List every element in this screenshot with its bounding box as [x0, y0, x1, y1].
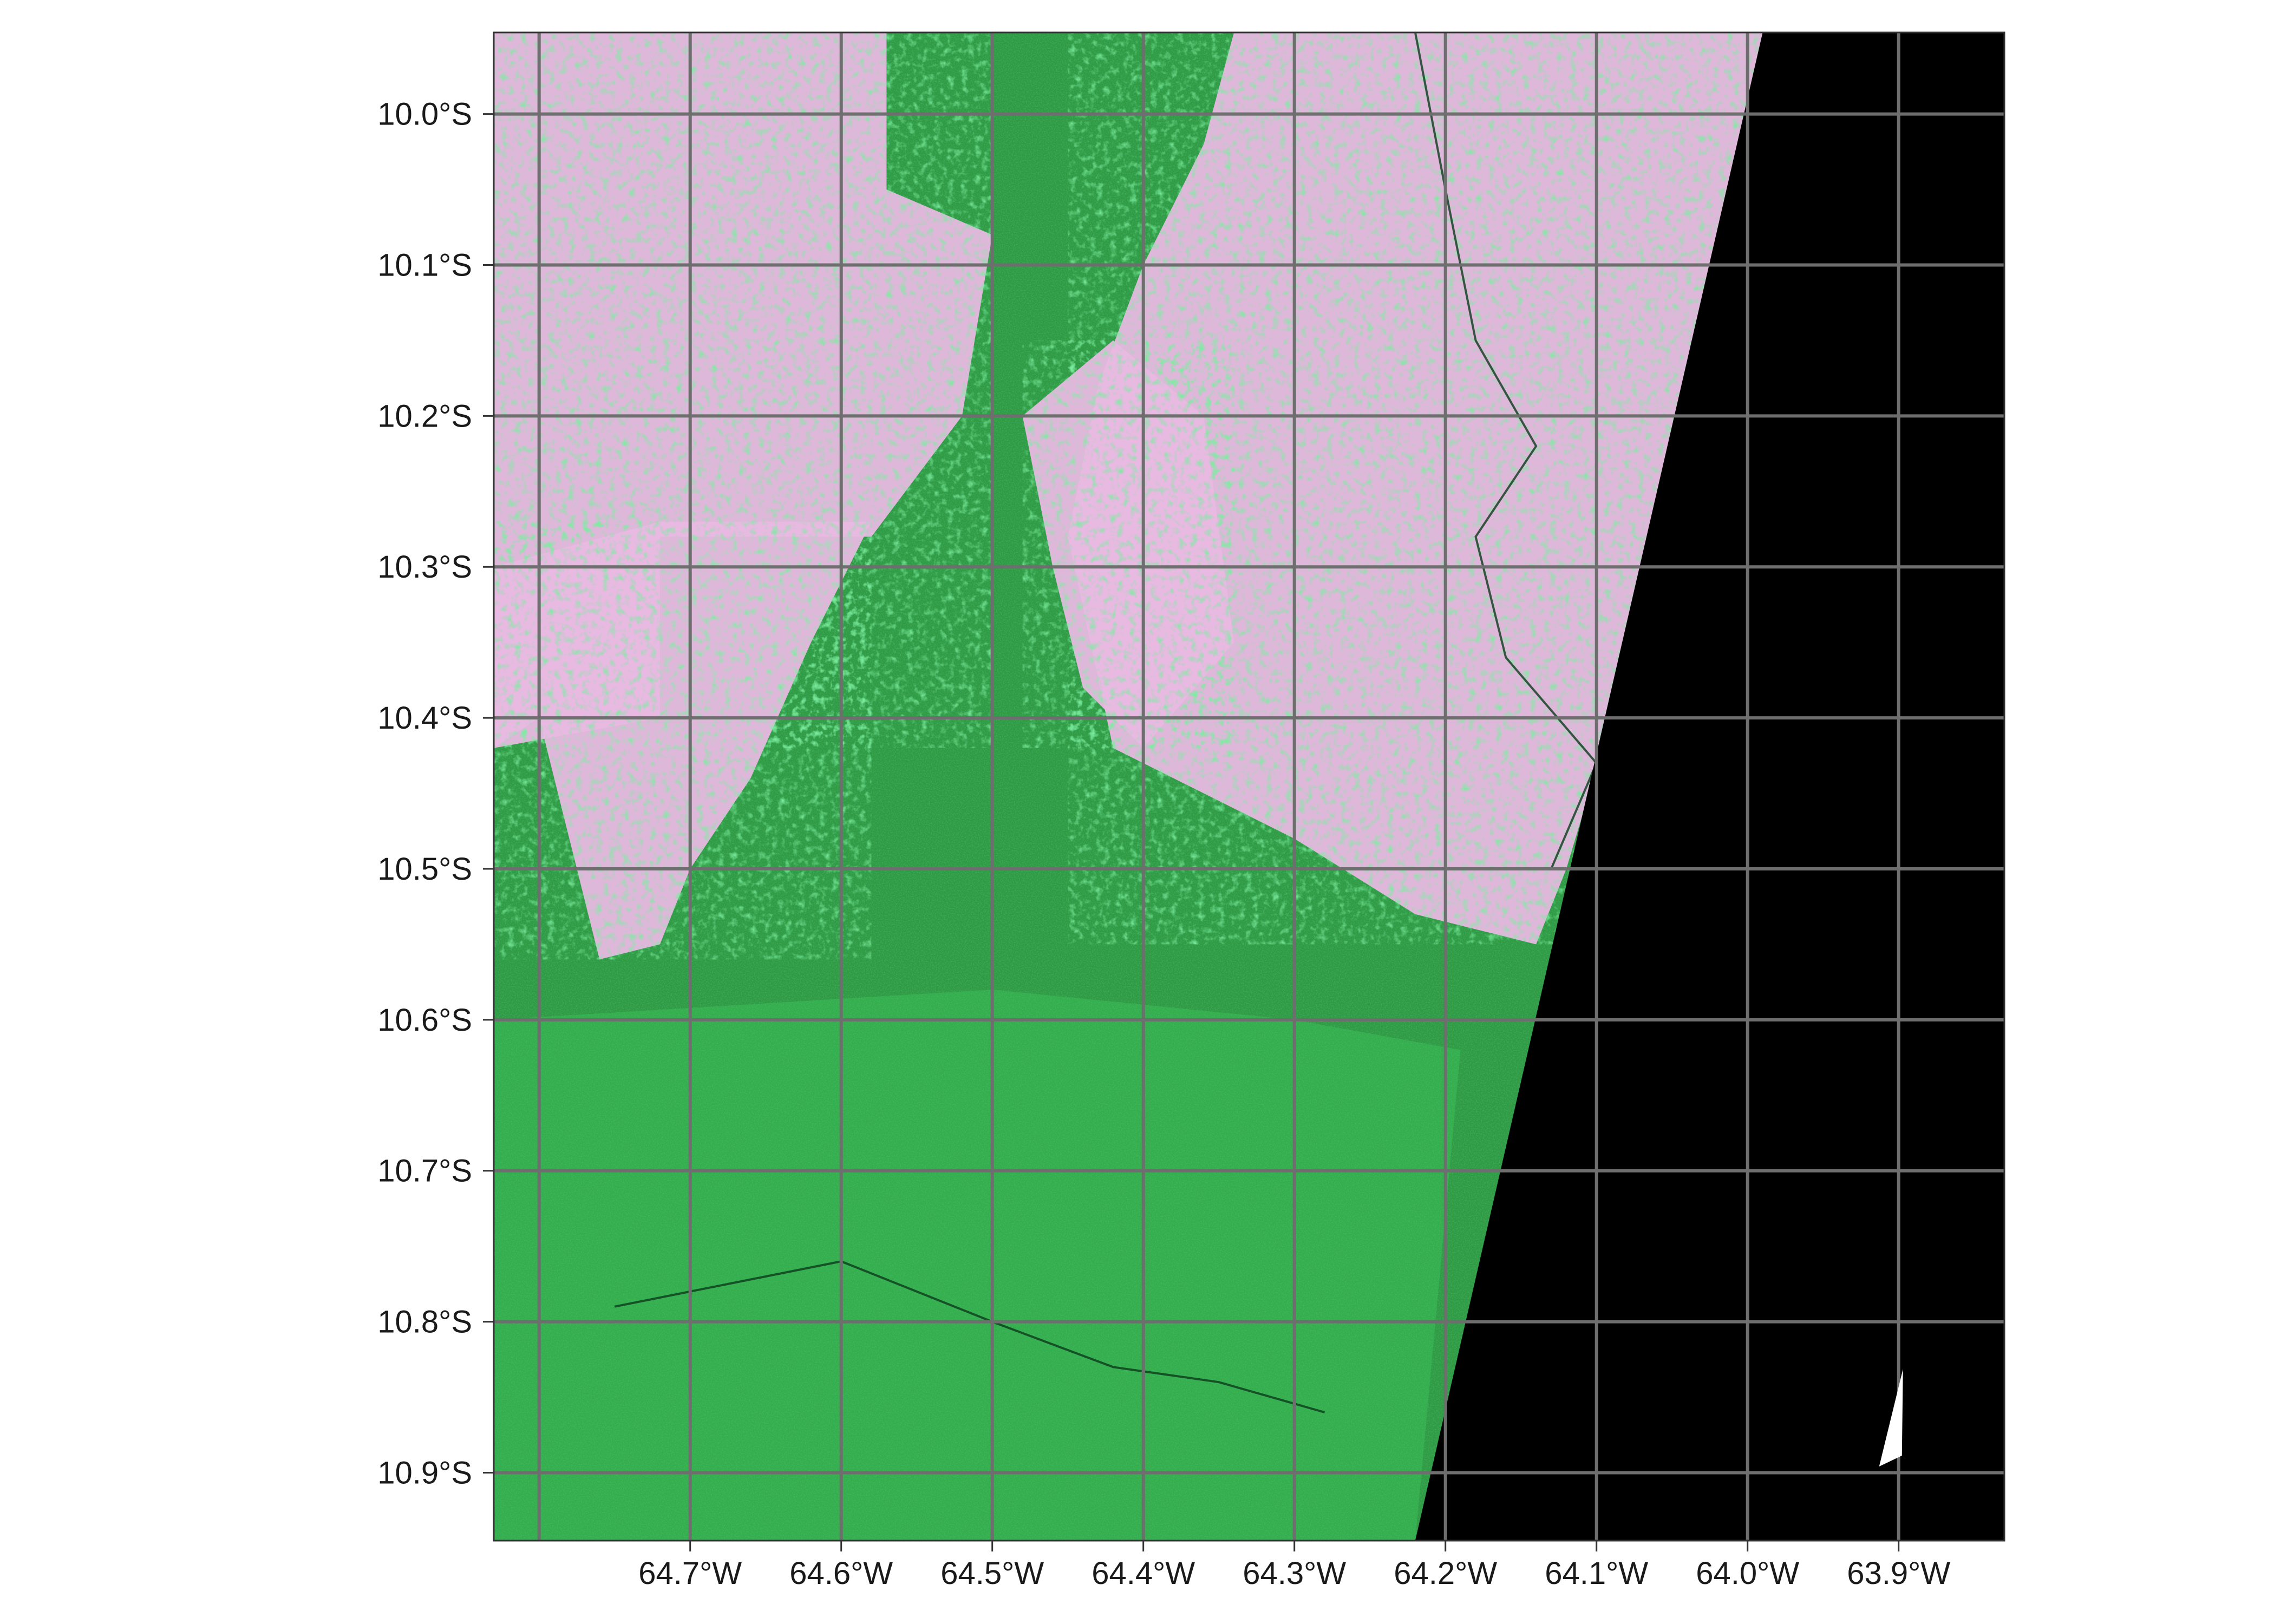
longitude-tick-label: 64.0°W [1696, 1556, 1799, 1591]
west-clearing-texture [494, 521, 872, 960]
latitude-tick-label: 10.2°S [377, 398, 472, 434]
latitude-labels: 10.0°S 10.1°S 10.2°S 10.3°S 10.4°S 10.5°S 10.6… [377, 97, 494, 1491]
latitude-tick-label: 10.4°S [377, 700, 472, 736]
longitude-labels: 64.7°W 64.6°W 64.5°W 64.4°W 64.3°W 64.2°W 64.1… [638, 1541, 1950, 1591]
no-data-area [1415, 32, 2004, 1541]
latitude-tick-label: 10.6°S [377, 1003, 472, 1038]
latitude-tick-label: 10.5°S [377, 852, 472, 887]
cleared-areas-layer [494, 32, 1763, 960]
east-river [1414, 32, 1598, 869]
latitude-tick-label: 10.7°S [377, 1154, 472, 1189]
latitude-tick-label: 10.8°S [377, 1305, 472, 1340]
longitude-tick-label: 63.9°W [1847, 1556, 1950, 1591]
south-forest-texture [494, 990, 1461, 1541]
longitude-tick-label: 64.2°W [1394, 1556, 1497, 1591]
graticule [494, 32, 2004, 1541]
longitude-tick-label: 64.6°W [789, 1556, 893, 1591]
longitude-tick-label: 64.7°W [638, 1556, 742, 1591]
longitude-tick-label: 64.4°W [1092, 1556, 1195, 1591]
latitude-tick-label: 10.3°S [377, 549, 472, 585]
longitude-tick-label: 64.3°W [1243, 1556, 1346, 1591]
latitude-tick-label: 10.0°S [377, 97, 472, 132]
north-arrow-icon [1879, 1368, 1903, 1466]
longitude-tick-label: 64.5°W [940, 1556, 1044, 1591]
latitude-tick-label: 10.9°S [377, 1456, 472, 1491]
light-forest-layer [494, 990, 1461, 1541]
south-river [614, 1260, 1325, 1413]
latitude-tick-label: 10.1°S [377, 247, 472, 283]
central-clearing-texture [1022, 340, 1234, 748]
longitude-tick-label: 64.1°W [1545, 1556, 1648, 1591]
map-panel [494, 32, 2004, 1541]
rivers-layer [614, 32, 1598, 1413]
panel-border [493, 31, 2005, 1542]
